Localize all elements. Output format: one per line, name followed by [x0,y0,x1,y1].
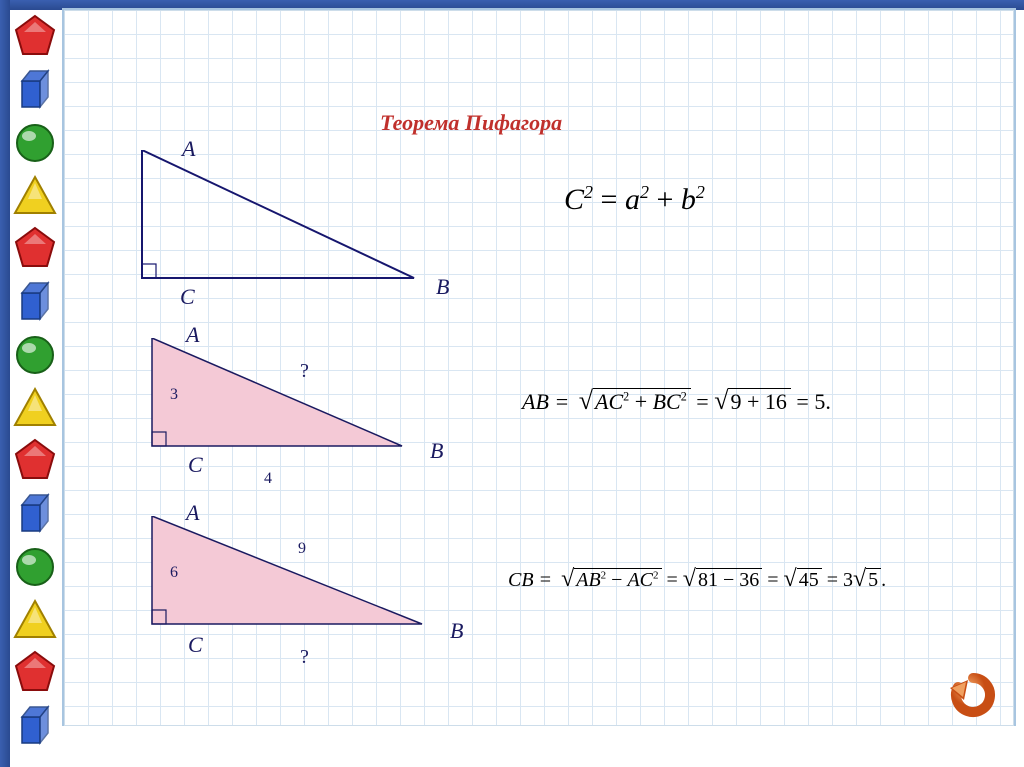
sidebar-shape-icon [10,593,60,643]
t3-vertex-C: C [188,632,203,658]
page-title: Теорема Пифагора [380,110,562,136]
sidebar-shape-icon [10,699,60,749]
t3-vertex-B: B [450,618,463,644]
sidebar-shape [10,593,62,643]
sidebar-shape [10,116,62,166]
sidebar-shape-icon [10,10,60,60]
sidebar-shape [10,487,62,537]
sidebar-shape [10,434,62,484]
t2-side-AC: 3 [170,386,178,404]
triangle-3 [134,516,454,636]
sidebar-shape-icon [10,116,60,166]
t1-vertex-C: C [180,284,195,310]
t3-base-label: ? [300,646,309,669]
sidebar-shape [10,222,62,272]
t3-vertex-A: A [186,500,199,526]
sidebar-shape [10,328,62,378]
sidebar-shape-icon [10,646,60,696]
triangle-2 [134,338,434,458]
t2-hyp-label: ? [300,360,309,383]
left-border-band [0,0,10,767]
sidebar-shape [10,540,62,590]
t1-vertex-B: B [436,274,449,300]
solution-3: CB = √AB2 − AC2 = √81 − 36 = √45 = 3√5. [508,566,886,593]
sidebar-shape [10,169,62,219]
t2-vertex-A: A [186,322,199,348]
sidebar-shape-icon [10,381,60,431]
t3-side-AB: 9 [298,540,306,558]
t2-vertex-C: C [188,452,203,478]
sidebar-shape [10,10,62,60]
sidebar-shape-icon [10,434,60,484]
t3-side-AC: 6 [170,564,178,582]
triangle-1 [124,150,434,300]
sidebar-shape-icon [10,222,60,272]
sidebar-shape-icon [10,169,60,219]
sol2-result: 5. [814,389,831,414]
sidebar-shape-icon [10,487,60,537]
t2-side-CB: 4 [264,470,272,488]
t1-vertex-A: A [182,136,195,162]
sidebar-shape [10,381,62,431]
sidebar-shape [10,699,62,749]
shape-sidebar [10,10,62,760]
pythagoras-formula: C2 = a2 + b2 [564,182,705,217]
sidebar-shape-icon [10,540,60,590]
sidebar-shape [10,275,62,325]
sidebar-shape [10,63,62,113]
graph-paper-area: Теорема Пифагора A B C C2 = a2 + b2 A B … [62,8,1016,726]
sidebar-shape-icon [10,328,60,378]
sidebar-shape [10,646,62,696]
sol3-prefix: CB = [508,569,552,591]
t2-vertex-B: B [430,438,443,464]
sidebar-shape-icon [10,275,60,325]
refresh-icon [950,672,996,718]
solution-2: AB = √AC2 + BC2 = √9 + 16 = 5. [522,386,831,416]
sidebar-shape-icon [10,63,60,113]
sol2-prefix: AB = [522,389,569,414]
refresh-button[interactable] [950,672,996,718]
